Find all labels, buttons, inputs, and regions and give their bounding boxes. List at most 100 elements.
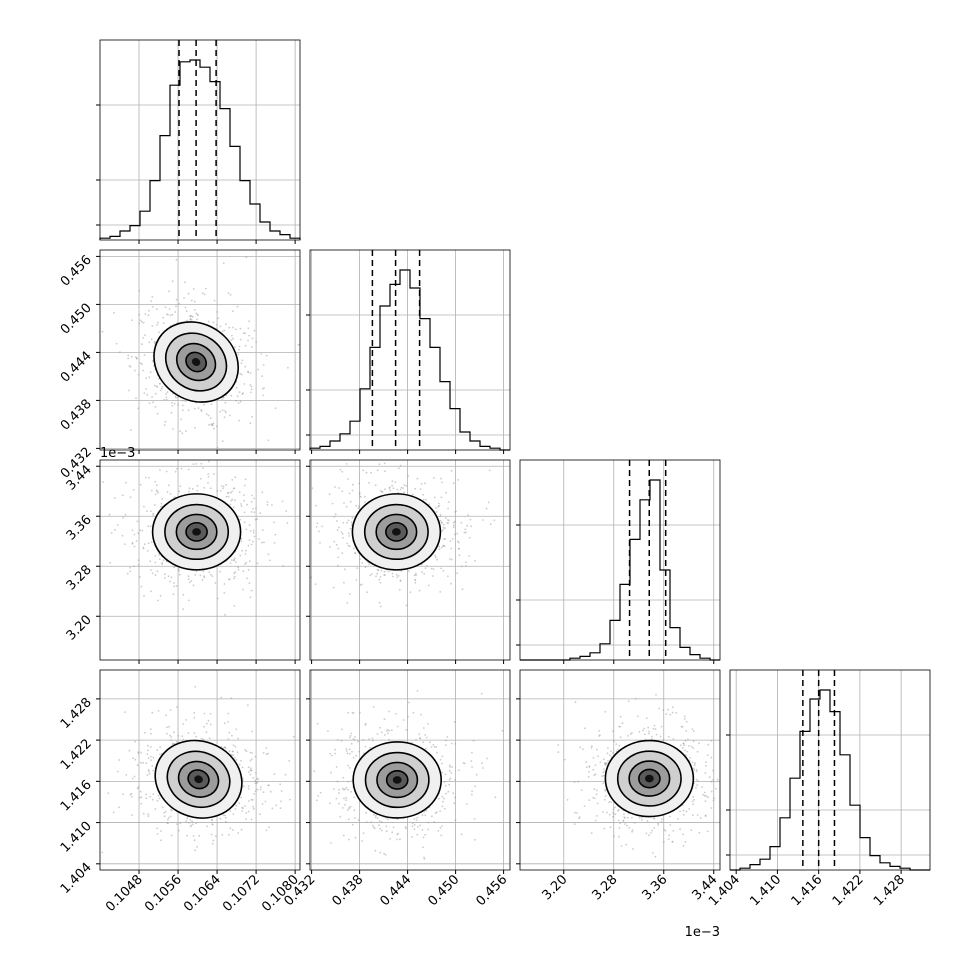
scatter-point [682,742,685,745]
scatter-point [271,807,274,810]
scatter-point [398,589,401,591]
scatter-point [383,734,386,736]
scatter-point [178,569,181,572]
scatter-point [574,811,576,814]
scatter-point [383,462,386,465]
scatter-point [381,490,384,493]
scatter-point [140,751,143,754]
scatter-point [599,761,602,763]
scatter-point [249,384,252,386]
scatter-point [256,788,259,791]
scatter-point [450,742,453,745]
scatter-point [235,759,238,761]
scatter-point [373,814,375,816]
scatter-point [101,851,104,854]
scatter-point [247,327,250,330]
scatter-point [612,808,615,811]
scatter-point [457,479,460,481]
scatter-point [411,825,414,828]
scatter-point [351,711,354,714]
scatter-point [239,372,242,375]
scatter-point [253,793,256,795]
scatter-point [339,815,342,818]
scatter-point [163,398,166,401]
scatter-point [147,744,149,747]
scatter-point [245,528,248,531]
scatter-point [102,481,105,483]
scatter-point [190,824,193,827]
scatter-point [162,316,165,319]
scatter-point [239,327,242,330]
scatter-point [347,764,350,767]
scatter-point [407,475,409,478]
scatter-point [434,812,437,814]
scatter-point [712,769,714,772]
scatter-point [156,490,159,493]
scatter-point [210,818,213,821]
scatter-point [660,725,663,728]
scatter-point [262,394,265,397]
scatter-point [199,477,202,480]
scatter-point [347,519,350,522]
y-tick-label: 0.438 [58,397,95,434]
scatter-point [175,396,177,399]
scatter-point [173,566,176,569]
scatter-point [156,570,159,573]
scatter-point [330,754,333,757]
scatter-point [250,385,253,388]
scatter-point [421,814,424,816]
scatter-point [698,742,700,745]
scatter-point [310,576,312,579]
scatter-point [443,538,445,541]
scatter-point [256,777,259,780]
scatter-point [138,313,140,316]
scatter-point [669,713,672,716]
scatter-point [657,822,659,825]
scatter-point [336,739,339,741]
scatter-point [151,325,154,327]
y-tick-label: 1.416 [58,778,95,815]
scatter-point [465,531,467,534]
scatter-point [134,758,137,761]
scatter-point [371,573,373,575]
panel-frame [309,249,511,451]
scatter-point [314,583,317,585]
scatter-point [424,833,426,836]
scatter-point [608,813,611,816]
scatter-point [667,708,669,711]
scatter-point [596,748,598,751]
scatter-point [186,319,189,322]
scatter-point [564,758,566,761]
scatter-point [620,845,623,847]
scatter-point [333,788,335,790]
scatter-point [338,802,340,805]
scatter-point [265,354,268,357]
scatter-point [260,353,263,355]
scatter-point [208,571,211,573]
scatter-point [179,430,182,433]
scatter-point [370,471,372,474]
scatter-point [130,795,133,798]
scatter-point [154,392,157,395]
scatter-point [173,496,176,498]
scatter-point [195,463,198,465]
scatter-point [669,824,672,826]
scatter-point [707,743,710,746]
scatter-point [173,402,176,405]
scatter-point [347,532,350,535]
scatter-point [139,576,141,578]
scatter-point [220,485,223,487]
scatter-point [152,793,155,795]
scatter-point [119,351,121,354]
scatter-point [346,752,349,755]
scatter-point [602,771,605,774]
scatter-point [221,398,224,401]
scatter-point [224,613,226,616]
scatter-point [185,430,187,432]
scatter-point [619,715,622,718]
scatter-point [247,704,249,707]
scatter-point [259,813,261,816]
scatter-point [248,320,251,323]
scatter-point [351,483,354,486]
scatter-point [160,830,162,832]
